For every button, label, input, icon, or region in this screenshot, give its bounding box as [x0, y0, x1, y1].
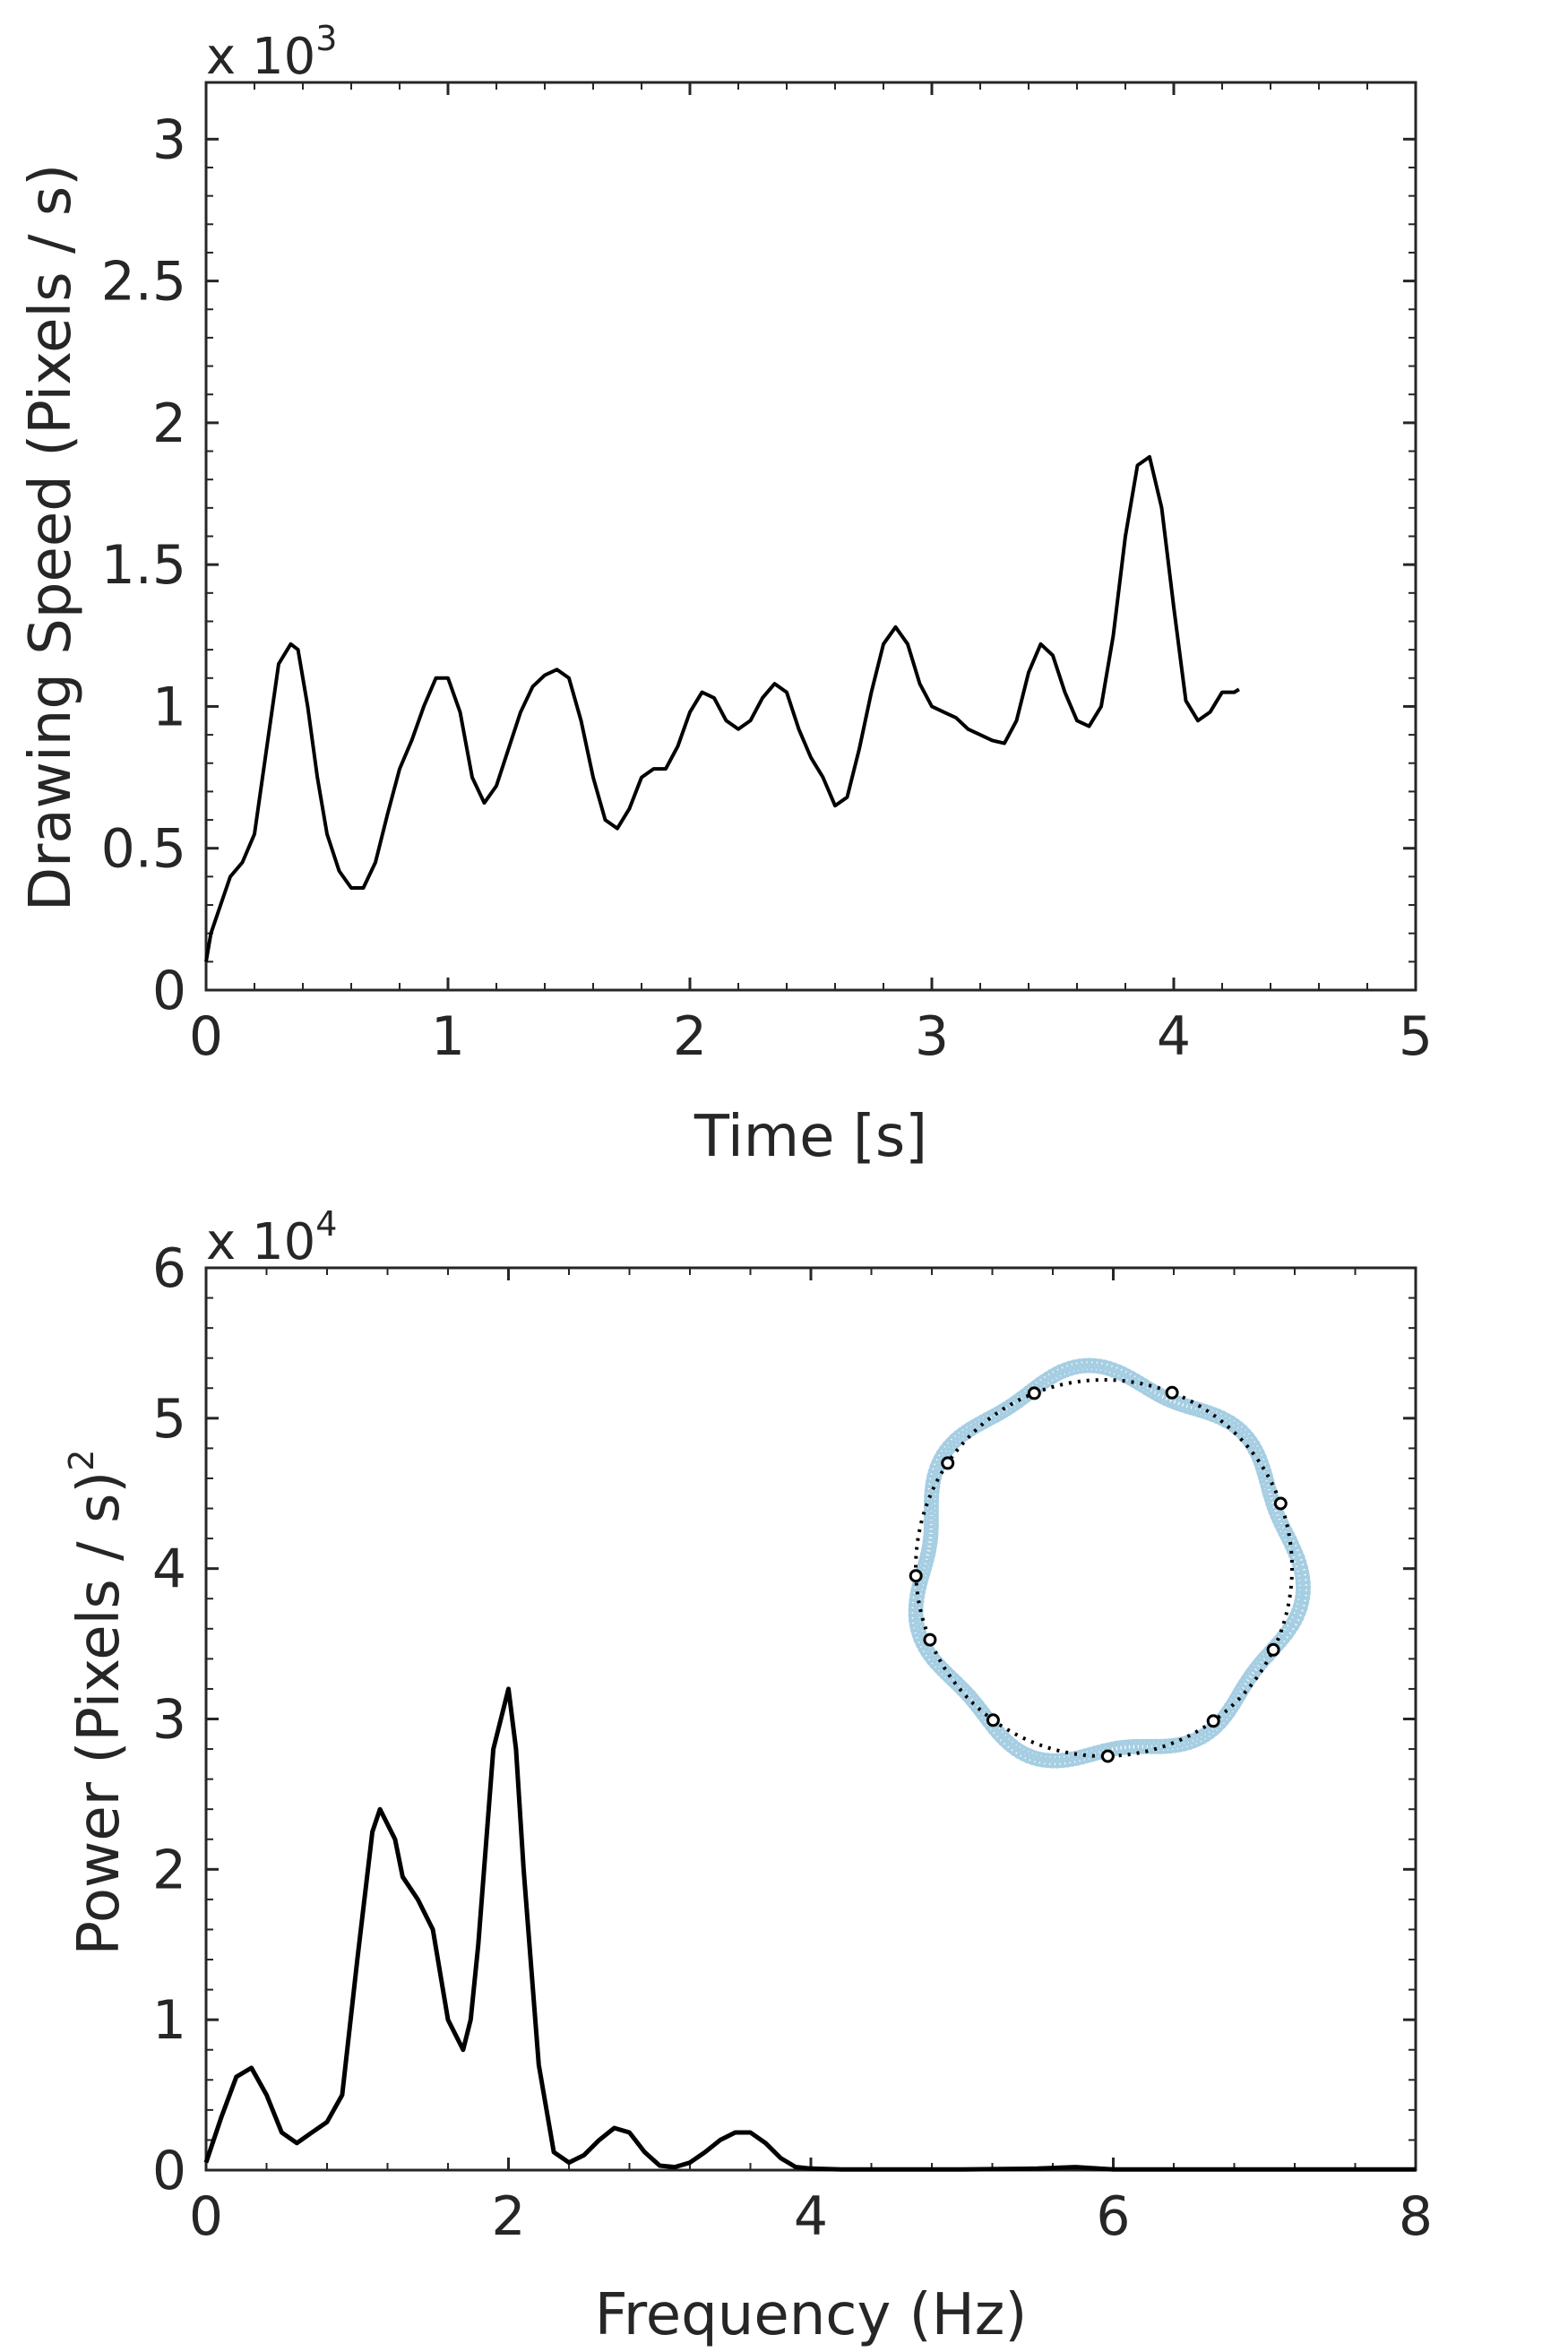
- inset-trace-point: [1081, 1357, 1098, 1374]
- inset-trace-point: [924, 1494, 939, 1509]
- speed-y-tick-label: 1.5: [101, 534, 186, 597]
- power-series-line: [203, 1686, 1416, 2172]
- inset-trace-point: [924, 1488, 940, 1504]
- power-x-tick-label: 4: [794, 2185, 828, 2248]
- speed-series-line: [204, 454, 1240, 962]
- speed-x-tick-labels: 0 1 2 3 4 5: [189, 1005, 1433, 1068]
- speed-x-tick-label: 2: [673, 1005, 707, 1068]
- speed-minor-ticks: [206, 82, 1416, 990]
- speed-chart: 0 1 2 3 4 5 0 0.5 1 1.5 2 2.5 3 x 103 Time [s] Draw…: [18, 19, 1433, 1170]
- inset-template-marker: [1100, 1749, 1115, 1763]
- inset-template-marker: [1266, 1642, 1280, 1657]
- power-y-axis-label: Power (Pixels / s)2: [62, 1450, 133, 1956]
- inset-trace-point: [923, 1498, 939, 1514]
- speed-y-tick-label: 0.5: [101, 818, 186, 881]
- inset-trace-point: [923, 1503, 939, 1519]
- power-x-tick-label: 6: [1096, 2185, 1130, 2248]
- inset-trace-point: [1055, 1753, 1070, 1769]
- speed-plot-area: [204, 81, 1417, 992]
- speed-y-tick-label: 2.5: [101, 251, 186, 314]
- power-y-tick-label: 4: [152, 1538, 186, 1601]
- speed-y-tick-label: 0: [152, 960, 186, 1022]
- inset-trace-point: [1045, 1753, 1061, 1769]
- speed-x-tick-label: 5: [1399, 1005, 1433, 1068]
- inset-trace-point: [908, 1607, 924, 1624]
- inset-template-marker: [1165, 1385, 1179, 1400]
- inset-trace-point: [923, 1512, 939, 1528]
- power-y-tick-label: 0: [152, 2140, 186, 2202]
- power-x-tick-label: 8: [1399, 2185, 1433, 2248]
- power-y-tick-label: 5: [152, 1388, 186, 1451]
- power-y-tick-labels: 0 1 2 3 4 5 6: [152, 1237, 186, 2202]
- power-x-axis-label: Frequency (Hz): [595, 2282, 1028, 2348]
- speed-x-tick-label: 3: [915, 1005, 949, 1068]
- inset-trace-point: [1296, 1580, 1311, 1596]
- power-x-tick-label: 0: [189, 2185, 223, 2248]
- inset-template-marker: [923, 1633, 937, 1647]
- inset-template-marker: [941, 1456, 955, 1470]
- power-x-tick-labels: 0 2 4 6 8: [189, 2185, 1433, 2248]
- inset-trace-point: [1077, 1357, 1092, 1374]
- inset-trace-point: [923, 1507, 939, 1523]
- speed-x-tick-label: 1: [431, 1005, 465, 1068]
- inset-trace-point: [1291, 1555, 1307, 1572]
- inset-template-marker: [986, 1713, 1000, 1727]
- power-y-tick-label: 2: [152, 1839, 186, 1901]
- inset-trace-point: [1295, 1575, 1311, 1590]
- power-plot-area: [204, 1266, 1417, 2172]
- inset-trace-point: [1295, 1570, 1311, 1586]
- inset-trace-point: [1049, 1753, 1065, 1769]
- speed-x-tick-label: 0: [189, 1005, 223, 1068]
- speed-x-tick-label: 4: [1157, 1005, 1191, 1068]
- inset-template-marker: [1273, 1496, 1288, 1511]
- speed-y-tick-label: 3: [152, 108, 186, 171]
- speed-y-tick-label: 1: [152, 676, 186, 738]
- inset-template-marker: [909, 1569, 923, 1583]
- speed-y-tick-labels: 0 0.5 1 1.5 2 2.5 3: [101, 108, 186, 1022]
- speed-ticks: [204, 82, 1417, 992]
- power-y-tick-label: 3: [152, 1689, 186, 1752]
- speed-y-multiplier: x 103: [206, 19, 337, 86]
- power-chart: 0 2 4 6 8 0 1 2 3 4 5 6 x 104 Frequency (Hz) Power…: [62, 1204, 1433, 2348]
- speed-y-tick-label: 2: [152, 392, 186, 455]
- inset-drawing: [908, 1357, 1311, 1769]
- speed-x-axis-label: Time [s]: [694, 1104, 927, 1170]
- inset-template-circle: [914, 1378, 1294, 1758]
- inset-template-markers: [909, 1385, 1288, 1763]
- inset-template-marker: [1027, 1386, 1041, 1400]
- speed-y-axis-label: Drawing Speed (Pixels / s): [18, 164, 84, 911]
- power-minor-ticks: [206, 1268, 1416, 2170]
- power-x-tick-label: 2: [491, 2185, 525, 2248]
- inset-template-marker: [1206, 1714, 1220, 1728]
- power-y-tick-label: 6: [152, 1237, 186, 1300]
- power-y-multiplier: x 104: [206, 1204, 337, 1271]
- power-y-tick-label: 1: [152, 1989, 186, 2052]
